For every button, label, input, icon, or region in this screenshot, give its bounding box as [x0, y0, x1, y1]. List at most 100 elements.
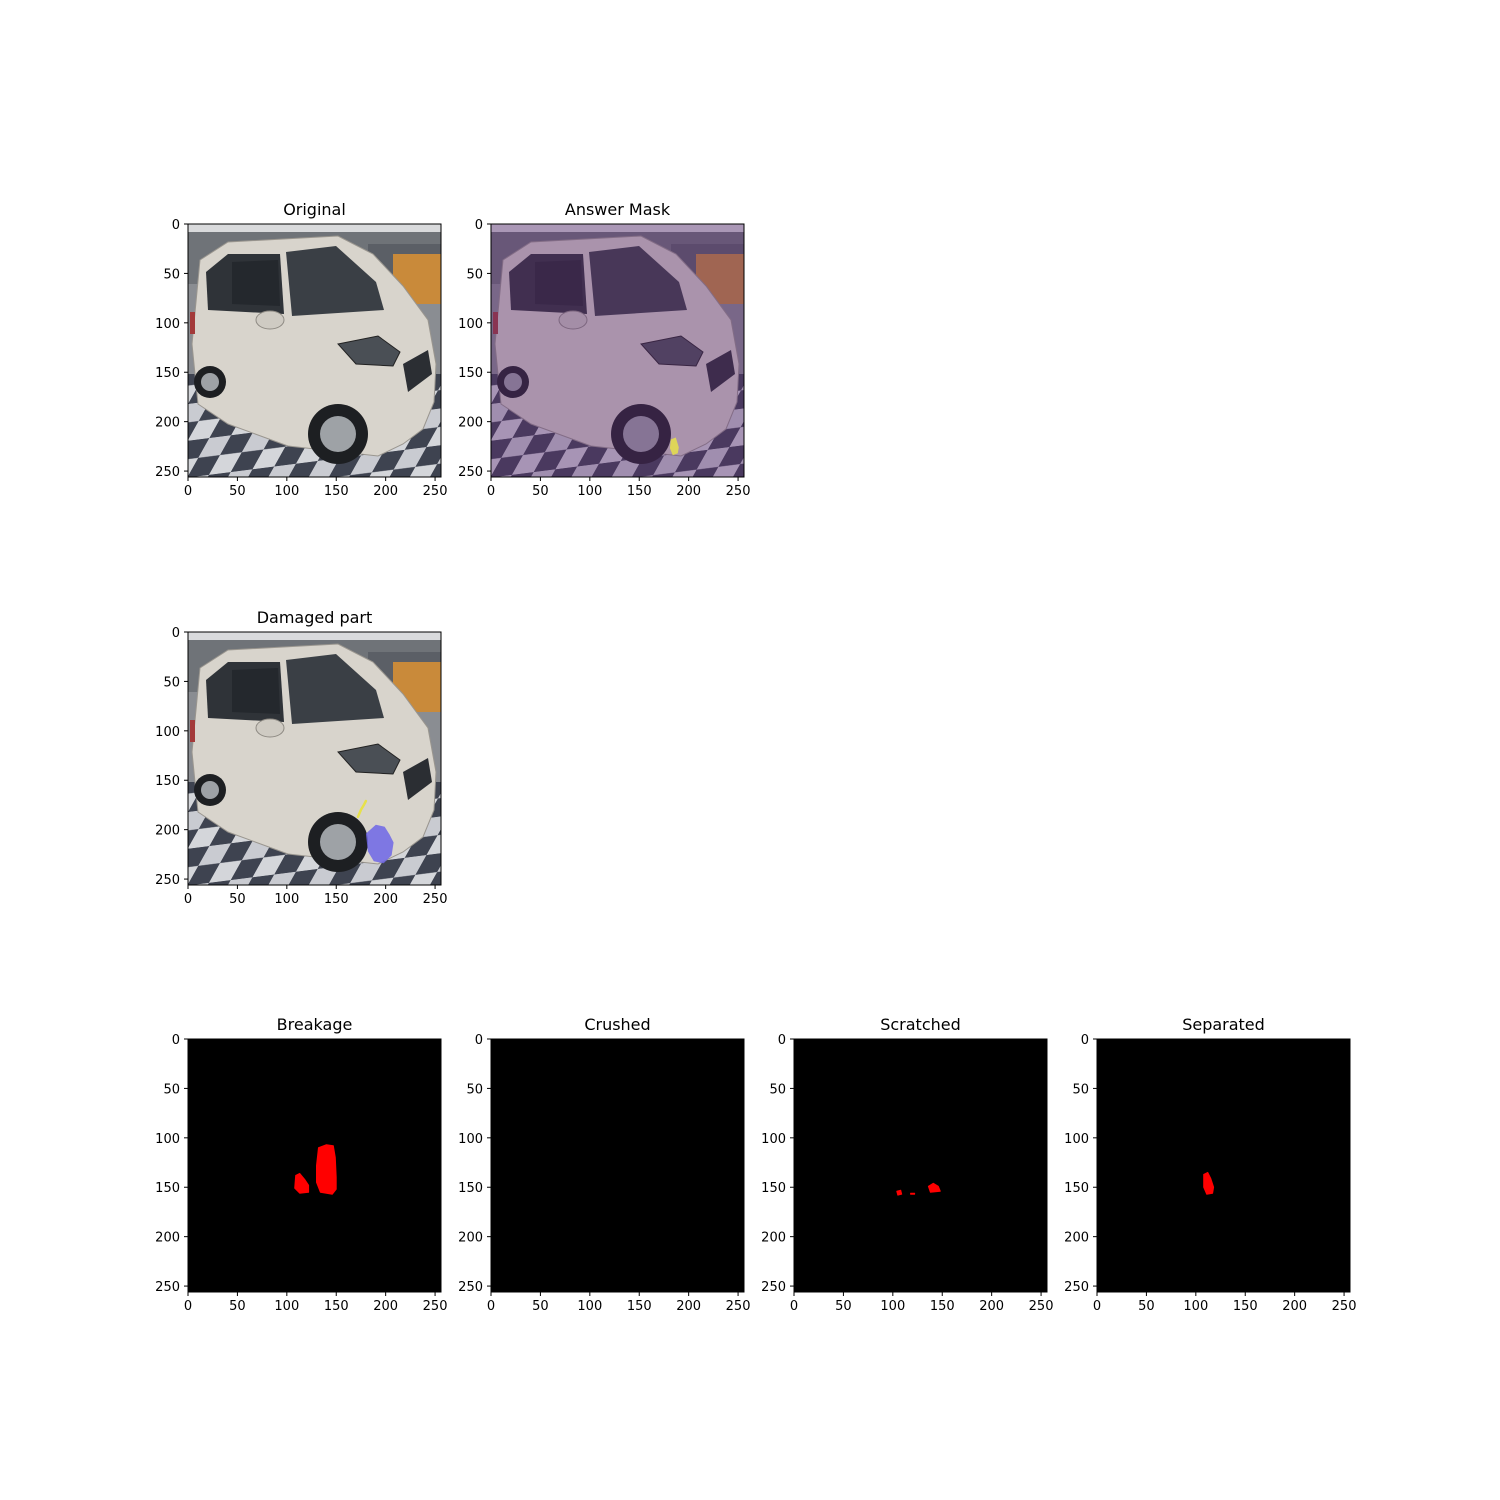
y-tick-label: 250: [155, 465, 180, 480]
x-tick-label: 50: [229, 1299, 246, 1314]
y-tick-label: 100: [761, 1132, 786, 1147]
x-tick-label: 0: [184, 484, 192, 499]
x-tick-label: 100: [880, 1299, 905, 1314]
panel-breakage: Breakage 0 0 50 50 100 100 150 150 200 200 250 250: [155, 1015, 447, 1314]
x-tick-label: 250: [423, 892, 448, 907]
y-tick-label: 150: [1064, 1181, 1089, 1196]
x-tick-label: 200: [676, 1299, 701, 1314]
y-tick-label: 0: [172, 218, 180, 233]
damage-region: [365, 824, 394, 864]
panel-title: Crushed: [584, 1015, 650, 1034]
x-tick-label: 0: [184, 1299, 192, 1314]
x-tick-label: 150: [627, 1299, 652, 1314]
x-tick-label: 50: [229, 484, 246, 499]
damage-mask-region: [316, 1144, 337, 1195]
y-tick-label: 250: [458, 1280, 483, 1295]
x-tick-label: 150: [324, 484, 349, 499]
y-tick-label: 50: [466, 1082, 483, 1097]
x-tick-label: 0: [790, 1299, 798, 1314]
y-tick-label: 200: [458, 1231, 483, 1246]
panel-answer-mask: Answer Mask 0 0 50 50 100 100 150 150 200 200 250 25…: [458, 200, 750, 499]
x-tick-label: 250: [423, 1299, 448, 1314]
y-tick-label: 200: [1064, 1231, 1089, 1246]
panel-original: Original 0 0 50 50 100 100 150 150 200 200 250 250: [155, 200, 447, 499]
y-tick-label: 100: [458, 317, 483, 332]
x-tick-label: 50: [835, 1299, 852, 1314]
y-tick-label: 0: [778, 1033, 786, 1048]
x-tick-label: 150: [324, 1299, 349, 1314]
y-tick-label: 250: [155, 873, 180, 888]
x-tick-label: 0: [487, 1299, 495, 1314]
y-tick-label: 200: [761, 1231, 786, 1246]
y-tick-label: 200: [155, 824, 180, 839]
x-tick-label: 150: [324, 892, 349, 907]
x-tick-label: 200: [373, 1299, 398, 1314]
y-tick-label: 0: [475, 1033, 483, 1048]
panel-title: Breakage: [277, 1015, 353, 1034]
damage-mask-region: [896, 1189, 903, 1196]
panel-separated: Separated 0 0 50 50 100 100 150 150 200 200 250 250: [1064, 1015, 1356, 1314]
panel-title: Damaged part: [257, 608, 373, 627]
scratch-line: [356, 799, 368, 819]
mask-highlight: [669, 437, 679, 456]
x-tick-label: 200: [979, 1299, 1004, 1314]
panel-image: [1097, 1039, 1350, 1292]
x-tick-label: 50: [532, 484, 549, 499]
y-tick-label: 150: [458, 1181, 483, 1196]
panel-image: [794, 1039, 1047, 1292]
x-tick-label: 50: [532, 1299, 549, 1314]
y-tick-label: 0: [475, 218, 483, 233]
panel-image: [188, 224, 441, 477]
x-tick-label: 100: [274, 484, 299, 499]
x-tick-label: 250: [1332, 1299, 1357, 1314]
x-tick-label: 250: [726, 1299, 751, 1314]
x-tick-label: 0: [487, 484, 495, 499]
panel-image: [491, 224, 744, 477]
y-tick-label: 150: [155, 774, 180, 789]
panel-damaged-part: Damaged part 0 0 50 50 100 100 150 150 200 200 250 2…: [155, 608, 447, 907]
panel-title: Answer Mask: [565, 200, 671, 219]
panel-image: [188, 632, 441, 885]
y-tick-label: 200: [155, 416, 180, 431]
x-tick-label: 100: [274, 892, 299, 907]
y-tick-label: 100: [458, 1132, 483, 1147]
y-tick-label: 50: [1072, 1082, 1089, 1097]
y-tick-label: 200: [155, 1231, 180, 1246]
x-tick-label: 50: [1138, 1299, 1155, 1314]
x-tick-label: 250: [1029, 1299, 1054, 1314]
x-tick-label: 200: [676, 484, 701, 499]
y-tick-label: 50: [163, 1082, 180, 1097]
damage-mask-region: [927, 1182, 941, 1193]
y-tick-label: 250: [155, 1280, 180, 1295]
x-tick-label: 150: [1233, 1299, 1258, 1314]
x-tick-label: 100: [274, 1299, 299, 1314]
y-tick-label: 150: [155, 366, 180, 381]
x-tick-label: 0: [1093, 1299, 1101, 1314]
y-tick-label: 150: [458, 366, 483, 381]
x-tick-label: 0: [184, 892, 192, 907]
x-tick-label: 150: [930, 1299, 955, 1314]
x-tick-label: 100: [1183, 1299, 1208, 1314]
x-tick-label: 100: [577, 1299, 602, 1314]
y-tick-label: 200: [458, 416, 483, 431]
y-tick-label: 100: [155, 725, 180, 740]
panel-image: [188, 1039, 441, 1292]
x-tick-label: 150: [627, 484, 652, 499]
panel-scratched: Scratched 0 0 50 50 100 100 150 150 200 200 250 250: [761, 1015, 1053, 1314]
damage-mask-region: [294, 1172, 310, 1194]
y-tick-label: 100: [1064, 1132, 1089, 1147]
y-tick-label: 250: [761, 1280, 786, 1295]
panel-image: [491, 1039, 744, 1292]
x-tick-label: 200: [1282, 1299, 1307, 1314]
y-tick-label: 50: [769, 1082, 786, 1097]
y-tick-label: 50: [163, 267, 180, 282]
y-tick-label: 250: [1064, 1280, 1089, 1295]
y-tick-label: 0: [172, 626, 180, 641]
x-tick-label: 200: [373, 484, 398, 499]
x-tick-label: 100: [577, 484, 602, 499]
y-tick-label: 100: [155, 1132, 180, 1147]
y-tick-label: 0: [172, 1033, 180, 1048]
damage-mask-region: [1203, 1171, 1215, 1195]
y-tick-label: 250: [458, 465, 483, 480]
